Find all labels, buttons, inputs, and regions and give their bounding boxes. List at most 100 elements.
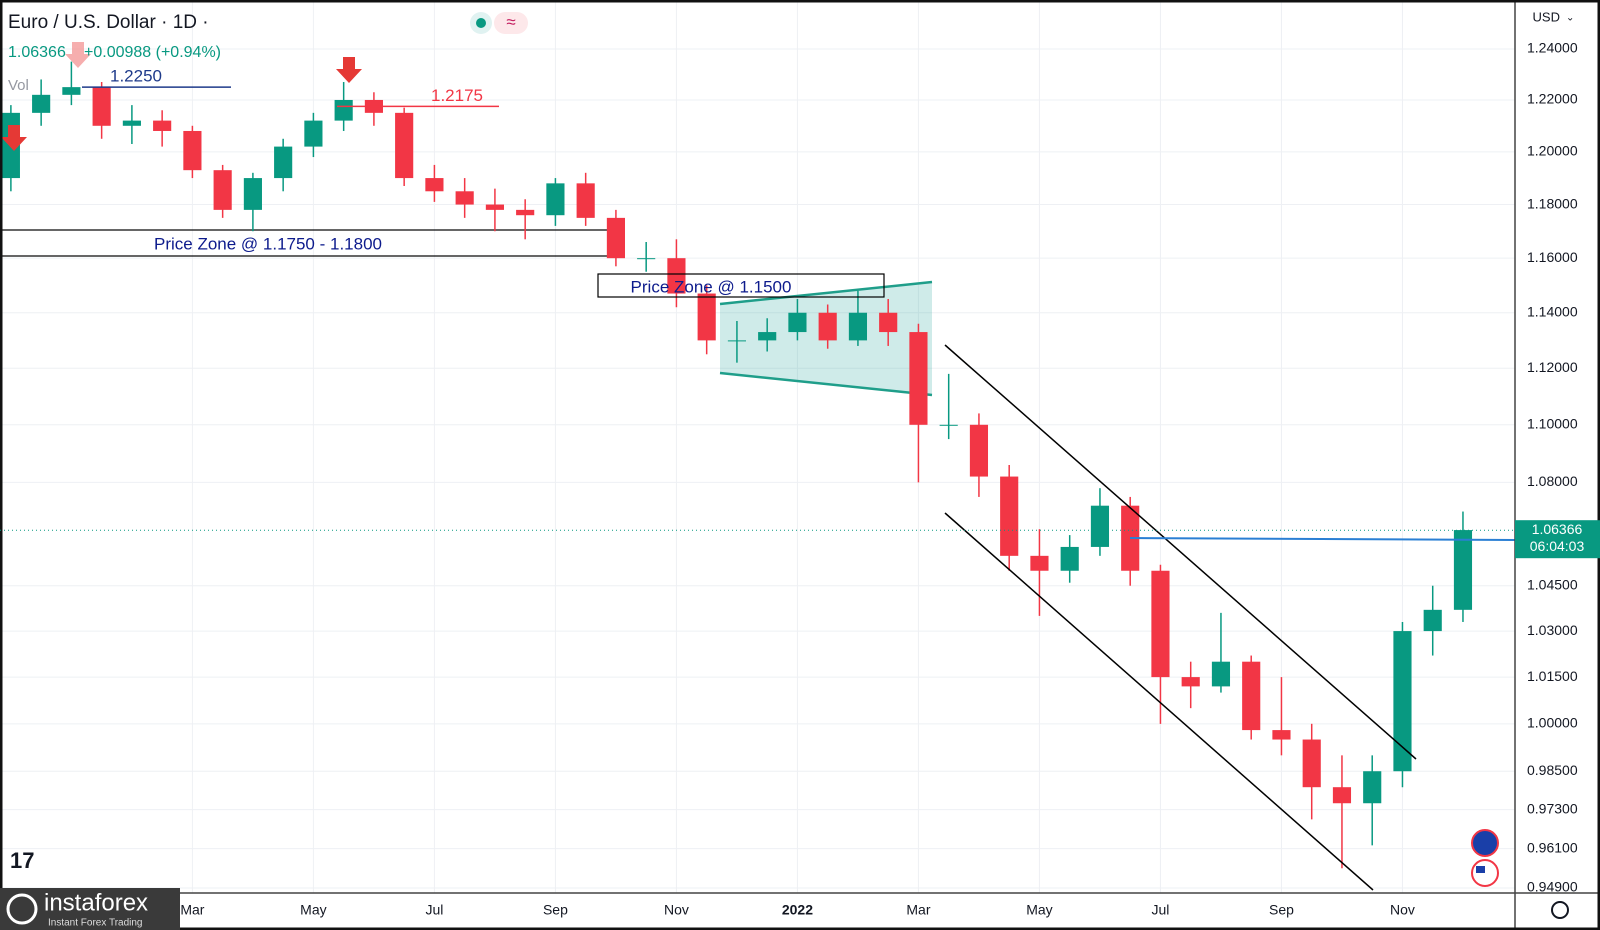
currency-label: USD bbox=[1533, 9, 1560, 24]
candle-body bbox=[606, 217, 625, 259]
price-change: +0.00988 (+0.94%) bbox=[84, 44, 221, 61]
x-tick-label: Mar bbox=[906, 902, 930, 918]
candle-body bbox=[274, 146, 293, 179]
candle-body bbox=[727, 340, 747, 342]
candle-body bbox=[1211, 661, 1231, 687]
candle-body bbox=[334, 99, 353, 121]
tv-logo: 17 bbox=[10, 848, 34, 873]
chart-title: Euro / U.S. Dollar · 1D · bbox=[8, 12, 209, 33]
candle-body bbox=[243, 178, 262, 210]
candle-body bbox=[395, 112, 414, 179]
candle-body bbox=[939, 424, 958, 426]
price-zone-label: Price Zone @ 1.1500 bbox=[631, 277, 792, 296]
y-tick-label: 1.00000 bbox=[1527, 715, 1578, 731]
candle-body bbox=[788, 312, 807, 333]
price-zone-box bbox=[597, 273, 885, 298]
candle-body bbox=[546, 183, 565, 216]
x-tick-label: Jul bbox=[425, 902, 443, 918]
x-tick-label: Jul bbox=[1151, 902, 1169, 918]
candle-body bbox=[576, 183, 595, 218]
candle-body bbox=[1332, 787, 1352, 804]
candle-body bbox=[92, 87, 111, 126]
candle-body bbox=[516, 209, 535, 216]
candle-body bbox=[153, 120, 172, 131]
candle-body bbox=[32, 94, 51, 113]
candle-body bbox=[969, 424, 989, 477]
flag-bottom-line bbox=[719, 371, 933, 397]
sell-arrow bbox=[336, 57, 362, 83]
price-level-label: 1.2175 bbox=[431, 86, 483, 105]
candle-body bbox=[909, 332, 928, 425]
candle-body bbox=[1000, 476, 1019, 556]
candle-body bbox=[1302, 739, 1321, 788]
candle-body bbox=[1453, 530, 1473, 610]
candle-body bbox=[697, 293, 716, 341]
last-price: 1.06366 bbox=[8, 44, 66, 61]
y-tick-label: 1.22000 bbox=[1527, 91, 1578, 107]
y-tick-label: 1.18000 bbox=[1527, 195, 1578, 211]
candle-body bbox=[455, 191, 474, 205]
currency-menu[interactable]: ⌄ bbox=[1566, 13, 1574, 24]
candle-body bbox=[425, 178, 444, 192]
price-level-label: 1.2250 bbox=[110, 67, 162, 86]
x-tick-label: Nov bbox=[1390, 902, 1415, 918]
x-tick-label: May bbox=[300, 902, 326, 918]
candle-body bbox=[1393, 631, 1412, 772]
candle-body bbox=[1363, 771, 1382, 804]
y-tick-label: 1.04500 bbox=[1527, 576, 1578, 592]
x-tick-label: Nov bbox=[664, 902, 689, 918]
eu-flag bbox=[1471, 829, 1499, 857]
y-tick-label: 0.97300 bbox=[1527, 800, 1578, 816]
status-icon: ≈ bbox=[506, 12, 515, 31]
channel-line bbox=[944, 344, 1417, 760]
candle-body bbox=[122, 120, 141, 126]
candle-body bbox=[818, 312, 837, 341]
candle-body bbox=[485, 204, 504, 210]
candle-body bbox=[1242, 661, 1261, 731]
y-tick-label: 0.96100 bbox=[1527, 839, 1578, 855]
flag-top-line bbox=[719, 280, 933, 306]
candle-body bbox=[1060, 546, 1079, 571]
candle-body bbox=[183, 130, 202, 171]
logo-name: instaforex bbox=[44, 889, 148, 916]
candle-body bbox=[1090, 505, 1110, 547]
last-price-box bbox=[1515, 520, 1600, 559]
candle-body bbox=[667, 258, 686, 294]
x-tick-label: Sep bbox=[1269, 902, 1294, 918]
us-flag bbox=[1476, 866, 1485, 873]
volume-label: Vol bbox=[8, 77, 29, 94]
y-tick-label: 1.01500 bbox=[1527, 668, 1578, 684]
candle-body bbox=[62, 87, 81, 95]
candle-body bbox=[637, 258, 656, 260]
candle-body bbox=[304, 120, 323, 147]
y-tick-label: 0.98500 bbox=[1527, 762, 1578, 778]
candles bbox=[1, 61, 1473, 869]
candle-body bbox=[213, 170, 232, 210]
candle-body bbox=[1272, 730, 1291, 740]
candle-body bbox=[1030, 555, 1049, 571]
candle-body bbox=[1181, 677, 1200, 687]
candle-body bbox=[1151, 570, 1170, 678]
sell-arrow bbox=[1, 125, 27, 151]
channel-line bbox=[944, 512, 1374, 891]
y-tick-label: 1.24000 bbox=[1527, 40, 1578, 56]
y-tick-label: 1.14000 bbox=[1527, 303, 1578, 319]
grid bbox=[0, 0, 1515, 893]
y-tick-label: 1.03000 bbox=[1527, 622, 1578, 638]
x-tick-label: Mar bbox=[180, 902, 204, 918]
settings-icon[interactable] bbox=[1551, 901, 1569, 919]
x-tick-label: 2022 bbox=[782, 902, 813, 918]
resistance-line bbox=[1129, 537, 1516, 541]
y-tick-label: 1.08000 bbox=[1527, 473, 1578, 489]
x-tick-label: Sep bbox=[543, 902, 568, 918]
logo-tagline: Instant Forex Trading bbox=[48, 918, 143, 929]
status-icon bbox=[476, 18, 486, 28]
y-tick-label: 1.10000 bbox=[1527, 416, 1578, 432]
candle-body bbox=[848, 312, 868, 341]
candle-body bbox=[879, 312, 898, 333]
last-price-axis-label: 1.06366 bbox=[1532, 521, 1583, 537]
logo-icon bbox=[6, 893, 38, 925]
